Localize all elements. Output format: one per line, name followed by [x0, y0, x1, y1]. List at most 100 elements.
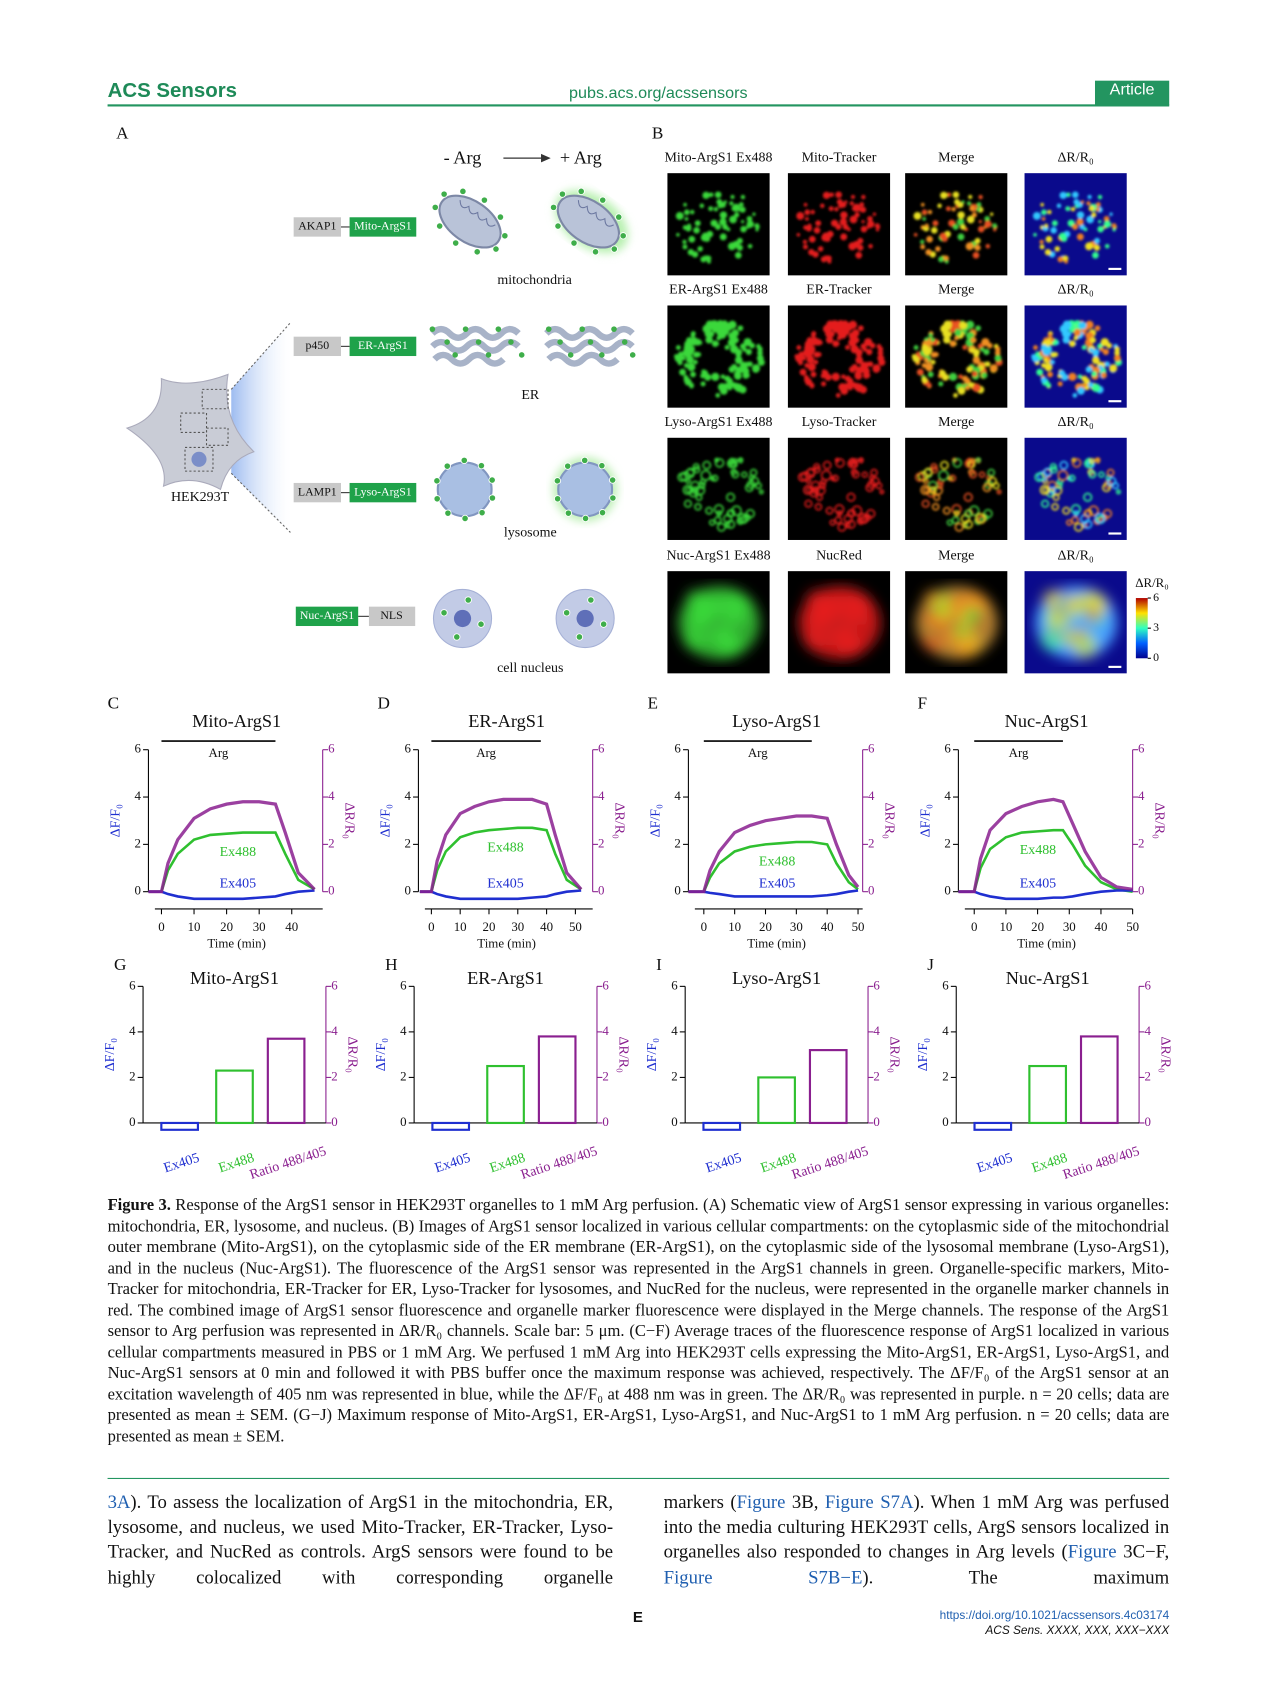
puncta	[981, 338, 990, 347]
vesicle	[690, 480, 700, 491]
puncta	[734, 371, 740, 377]
puncta	[956, 331, 962, 337]
doi[interactable]: https://doi.org/10.1021/acssensors.4c031…	[939, 1609, 1170, 1623]
y2-axis-label: ΔR/R₀	[887, 1036, 902, 1072]
vesicle	[836, 510, 843, 517]
puncta	[924, 363, 934, 372]
vesicle	[1094, 513, 1106, 524]
link[interactable]: Figure S7A	[824, 1490, 914, 1513]
vesicle	[813, 463, 821, 471]
puncta	[855, 351, 862, 358]
puncta	[925, 341, 931, 347]
puncta	[985, 361, 991, 367]
puncta	[984, 215, 991, 222]
caption-text: Response of the ArgS1 sensor in HEK293T …	[107, 1196, 1170, 1446]
vesicle	[978, 471, 986, 478]
y-tick-label: 0	[671, 1115, 677, 1129]
y2-tick-label: 6	[598, 742, 605, 756]
article-type: Article	[1094, 80, 1170, 106]
vesicle	[933, 493, 941, 502]
link[interactable]: Figure S7B−E	[663, 1565, 863, 1588]
image-header: ΔR/R₀	[1057, 415, 1093, 430]
sensor-dot	[495, 326, 502, 332]
puncta	[1044, 249, 1052, 256]
sensor-dot	[599, 196, 607, 204]
puncta	[815, 340, 821, 346]
sensor-dot	[570, 239, 578, 247]
puncta	[858, 325, 864, 331]
puncta	[978, 194, 983, 200]
link[interactable]: 3A	[107, 1490, 131, 1513]
speckle	[727, 607, 744, 624]
puncta	[952, 223, 959, 230]
puncta	[697, 246, 703, 252]
puncta	[807, 363, 816, 372]
body-text: 3B,	[785, 1490, 825, 1513]
puncta	[829, 192, 834, 198]
sensor-dot	[558, 190, 567, 198]
puncta	[688, 235, 696, 243]
puncta	[1074, 319, 1081, 326]
cell-signal	[677, 457, 764, 532]
journal-url[interactable]: pubs.acs.org/acssensors	[569, 83, 748, 103]
cell-signal	[675, 191, 760, 264]
puncta	[1035, 351, 1041, 358]
puncta	[700, 256, 707, 263]
puncta	[715, 393, 721, 398]
puncta	[835, 393, 841, 398]
x-tick-label: 20	[1031, 920, 1044, 934]
puncta	[976, 202, 982, 207]
y2-tick-label: 4	[868, 789, 875, 803]
vesicle	[803, 484, 814, 496]
link[interactable]: Figure	[736, 1490, 786, 1513]
vesicle	[758, 489, 764, 495]
puncta	[685, 347, 694, 356]
puncta	[1045, 235, 1053, 243]
sensor-dot	[460, 456, 468, 465]
puncta	[964, 377, 971, 385]
sensor-dot	[587, 596, 595, 604]
puncta	[832, 327, 839, 333]
sensor-dot	[440, 609, 448, 617]
puncta	[727, 242, 736, 251]
vesicle	[1073, 522, 1084, 532]
vesicle	[930, 463, 938, 471]
body-text: 3C−F,	[1116, 1540, 1170, 1563]
link[interactable]: Figure	[1067, 1540, 1117, 1563]
puncta	[1050, 359, 1055, 365]
puncta	[1111, 223, 1117, 229]
puncta	[1072, 393, 1078, 398]
puncta	[1097, 194, 1103, 200]
puncta	[1109, 364, 1118, 373]
puncta	[834, 207, 839, 212]
vesicle	[948, 474, 957, 482]
y2-tick-label: 4	[1138, 789, 1145, 803]
speckle	[716, 634, 740, 658]
y-tick-label: 0	[400, 1115, 406, 1129]
vesicle	[822, 460, 832, 470]
puncta	[747, 243, 753, 249]
puncta	[692, 337, 698, 342]
y-axis-label: ΔF/F₀	[918, 804, 933, 837]
puncta	[1043, 357, 1048, 363]
anchor-label: p450	[305, 338, 329, 352]
image-header: Merge	[938, 415, 974, 430]
sensor-dot	[549, 203, 558, 212]
body-column: 3A). To assess the localization of ArgS1…	[108, 1490, 614, 1590]
puncta	[860, 225, 868, 233]
y2-axis-label: ΔR/R₀	[341, 803, 356, 839]
puncta	[956, 218, 965, 226]
vesicle	[982, 483, 992, 493]
trace	[419, 826, 582, 893]
y-tick-label: 6	[134, 742, 141, 756]
sensor-dot	[452, 239, 460, 247]
puncta	[724, 345, 730, 350]
trace	[148, 800, 316, 894]
vesicle	[732, 458, 738, 464]
vesicle	[829, 519, 836, 526]
vesicle	[942, 506, 951, 515]
puncta	[821, 381, 827, 387]
puncta	[977, 225, 985, 233]
puncta	[682, 239, 687, 244]
sensor-dot	[440, 190, 448, 198]
